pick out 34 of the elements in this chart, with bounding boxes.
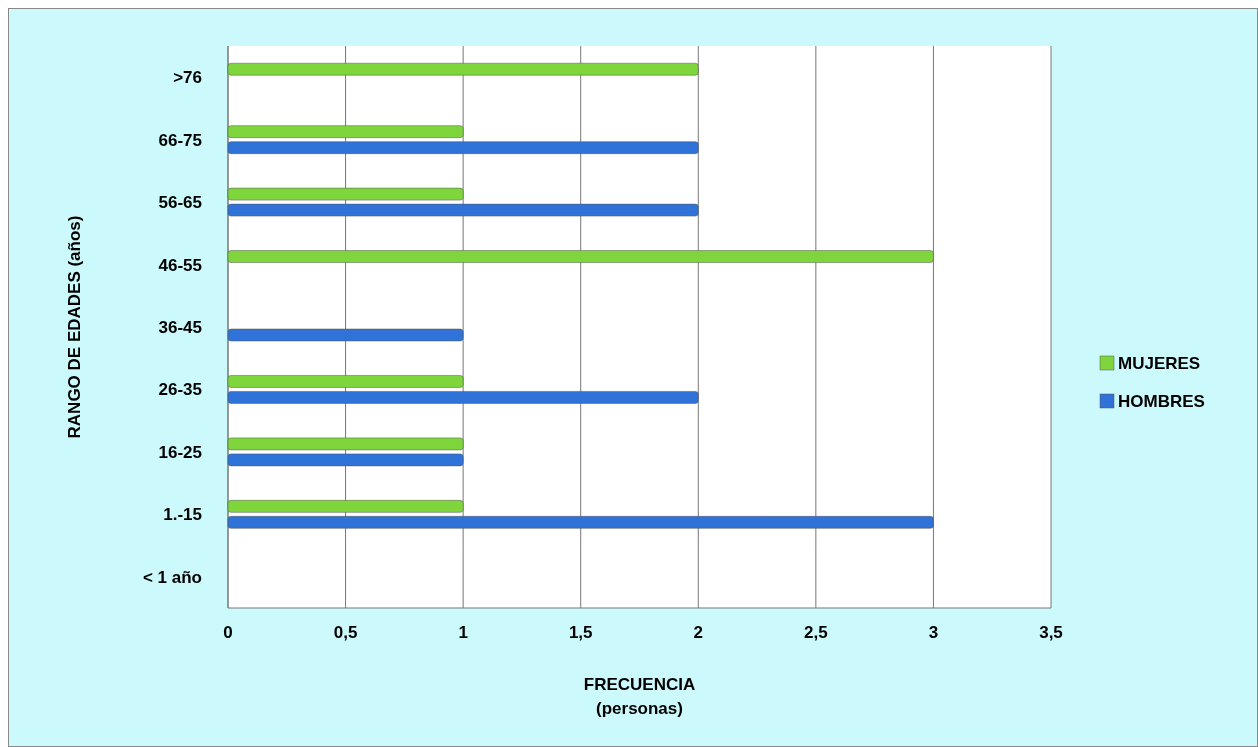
y-tick-label: < 1 año bbox=[142, 567, 202, 587]
x-tick-label: 1,5 bbox=[568, 623, 593, 642]
x-tick-label: 3,5 bbox=[1039, 623, 1063, 642]
bar bbox=[227, 125, 464, 138]
y-tick-label: 16-25 bbox=[158, 442, 202, 462]
bar bbox=[227, 437, 464, 451]
legend-label: MUJERES bbox=[1118, 354, 1201, 373]
bar bbox=[227, 516, 934, 529]
legend-label: HOMBRES bbox=[1118, 392, 1205, 411]
bar bbox=[227, 250, 934, 263]
y-tick-label: 36-45 bbox=[158, 318, 202, 337]
bar bbox=[227, 391, 699, 404]
y-tick-label: 26-35 bbox=[158, 380, 202, 400]
y-tick-label: 66-75 bbox=[158, 130, 202, 150]
bar bbox=[227, 187, 464, 201]
bar bbox=[227, 453, 464, 467]
y-tick-label: >76 bbox=[173, 68, 202, 88]
bar bbox=[227, 62, 699, 76]
bar bbox=[227, 328, 464, 342]
y-axis-title: RANGO DE EDADES (años) bbox=[65, 215, 84, 439]
bar bbox=[227, 375, 464, 388]
x-tick-label: 1 bbox=[458, 623, 468, 642]
x-tick-label: 2 bbox=[693, 623, 704, 642]
bar bbox=[227, 141, 699, 154]
y-tick-label: 56-65 bbox=[158, 193, 202, 213]
x-tick-label: 0,5 bbox=[333, 623, 358, 642]
x-tick-label: 0 bbox=[223, 623, 233, 642]
x-axis-title: FRECUENCIA (personas) bbox=[583, 675, 696, 718]
y-tick-label: 1.-15 bbox=[163, 505, 202, 525]
bar bbox=[227, 203, 699, 217]
y-tick-label: 46-55 bbox=[158, 255, 202, 275]
x-tick-label: 3 bbox=[928, 623, 939, 642]
bar bbox=[227, 500, 464, 513]
x-tick-label: 2,5 bbox=[804, 623, 828, 642]
